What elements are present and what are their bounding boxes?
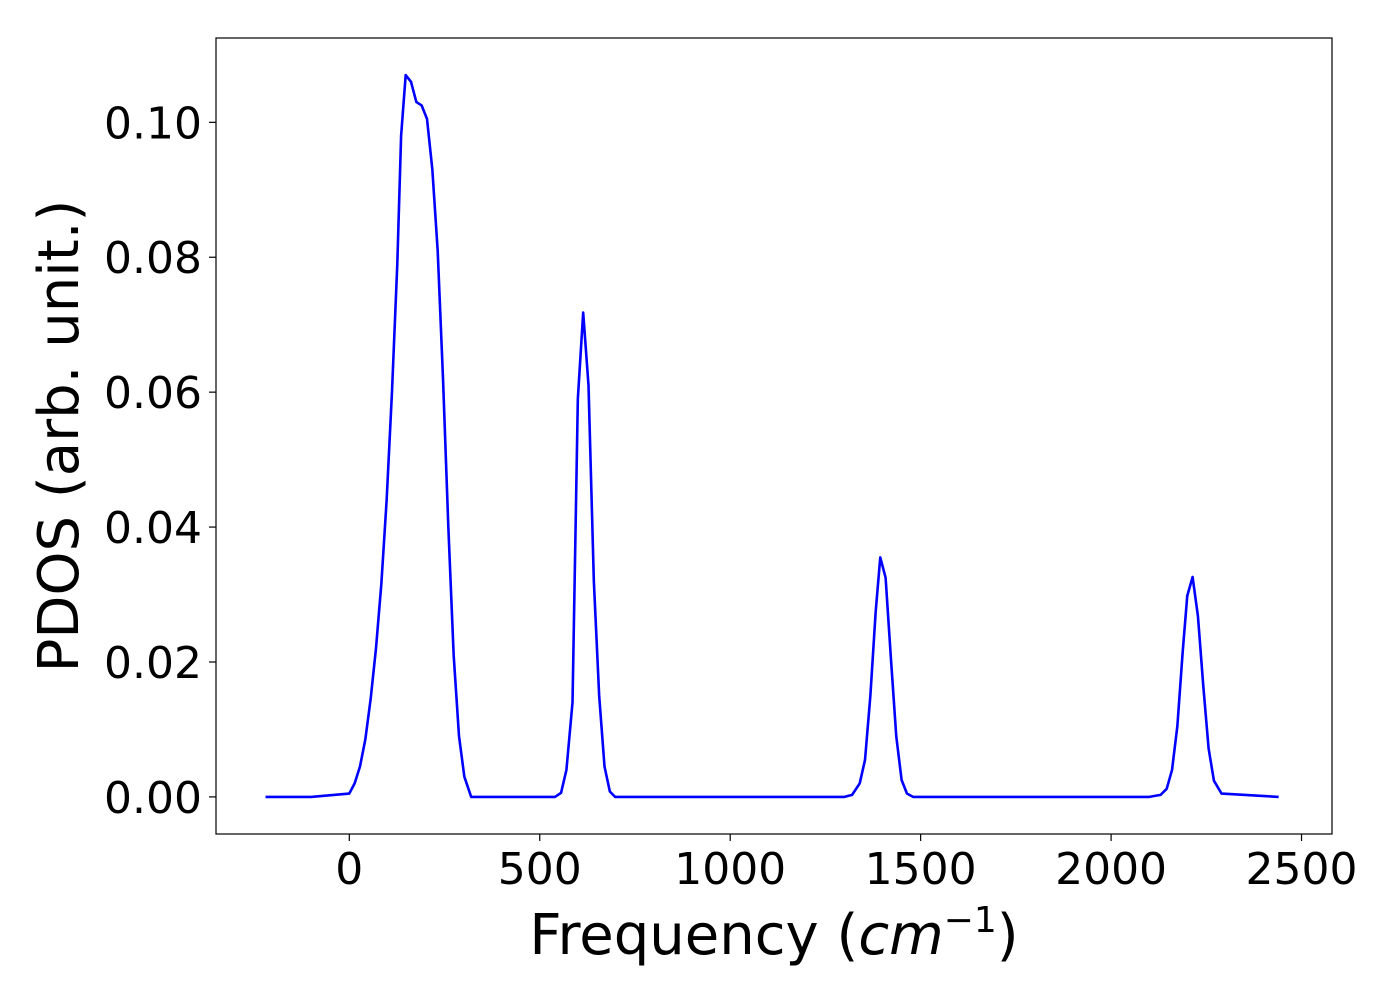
y-axis: 0.00 0.02 0.04 0.06 0.08 0.10	[104, 98, 216, 824]
x-tick-label: 2000	[1055, 844, 1167, 895]
y-tick-label: 0.04	[104, 503, 202, 554]
y-tick-label: 0.02	[104, 638, 202, 689]
x-axis: 0 500 1000 1500 2000 2500	[335, 834, 1358, 895]
x-tick-label: 500	[498, 844, 582, 895]
y-tick-label: 0.10	[104, 98, 202, 149]
y-axis-title: PDOS (arb. unit.)	[27, 200, 92, 673]
x-tick-label: 1500	[865, 844, 977, 895]
x-tick-label: 2500	[1246, 844, 1358, 895]
series-line-0	[265, 73, 1279, 799]
y-tick-label: 0.06	[104, 368, 202, 419]
x-tick-label: 0	[335, 844, 363, 895]
x-tick-label: 1000	[674, 844, 786, 895]
plot-background	[216, 38, 1332, 834]
series-layer	[265, 73, 1279, 799]
x-axis-title: Frequency (cm−1)	[529, 900, 1018, 968]
y-tick-label: 0.00	[104, 773, 202, 824]
plot-frame	[215, 37, 1333, 835]
y-tick-label: 0.08	[104, 233, 202, 284]
